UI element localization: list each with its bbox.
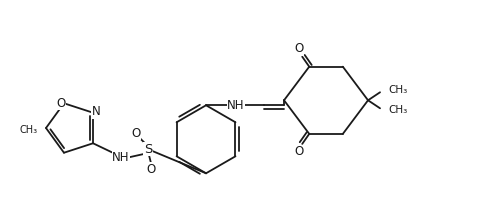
Text: NH: NH: [227, 99, 245, 112]
Text: NH: NH: [112, 151, 130, 164]
Text: O: O: [295, 42, 304, 55]
Text: O: O: [295, 145, 304, 158]
Text: CH₃: CH₃: [20, 125, 38, 135]
Text: N: N: [92, 105, 100, 118]
Text: S: S: [144, 143, 152, 156]
Text: O: O: [146, 163, 156, 176]
Text: CH₃: CH₃: [388, 105, 407, 115]
Text: O: O: [131, 127, 141, 140]
Text: CH₃: CH₃: [388, 85, 407, 95]
Text: O: O: [57, 97, 65, 110]
